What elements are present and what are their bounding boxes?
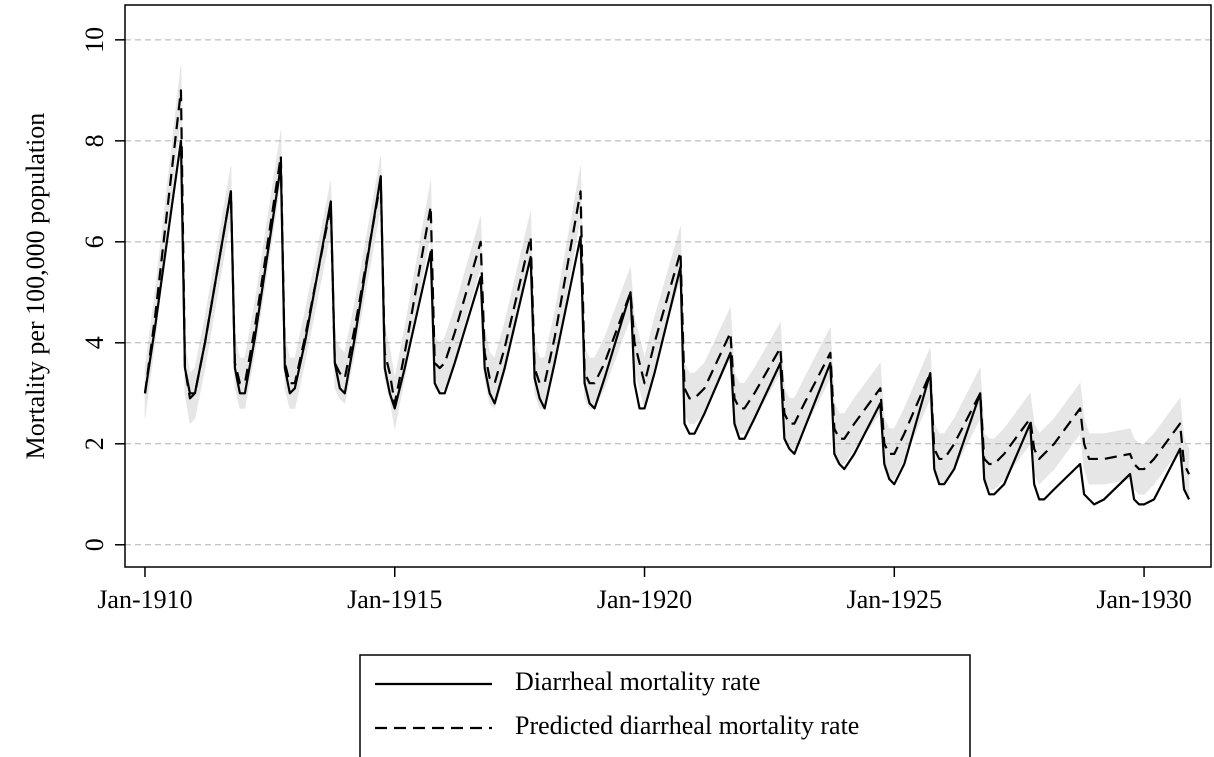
- confidence-band: [794, 378, 805, 449]
- confidence-band: [1103, 428, 1131, 485]
- y-tick-label: 0: [80, 538, 109, 551]
- y-tick-label: 10: [80, 27, 109, 53]
- confidence-band: [1043, 417, 1055, 480]
- y-tick-label: 8: [80, 134, 109, 147]
- confidence-band: [1003, 392, 1031, 481]
- legend-label: Predicted diarrheal mortality rate: [515, 711, 859, 740]
- confidence-band: [1143, 432, 1155, 496]
- legend-label: Diarrheal mortality rate: [515, 667, 760, 696]
- confidence-band: [339, 347, 346, 405]
- confidence-band: [844, 397, 855, 465]
- y-tick-label: 6: [80, 235, 109, 248]
- x-tick-label: Jan-1920: [597, 585, 692, 614]
- x-tick-label: Jan-1910: [97, 585, 192, 614]
- x-tick-label: Jan-1915: [347, 585, 442, 614]
- confidence-band: [604, 266, 631, 389]
- x-tick-label: Jan-1925: [847, 585, 942, 614]
- plot-frame: [124, 4, 1212, 568]
- series-line: [143, 139, 1191, 506]
- confidence-band: [239, 357, 246, 409]
- y-tick-label: 4: [80, 336, 109, 349]
- y-tick-label: 2: [80, 437, 109, 450]
- series-line: [143, 89, 1191, 475]
- legend-box: [359, 654, 971, 757]
- confidence-band: [1083, 418, 1090, 485]
- x-tick-label: Jan-1930: [1096, 585, 1191, 614]
- y-axis-label: Mortality per 100,000 population: [21, 113, 50, 460]
- confidence-band: [1033, 423, 1040, 485]
